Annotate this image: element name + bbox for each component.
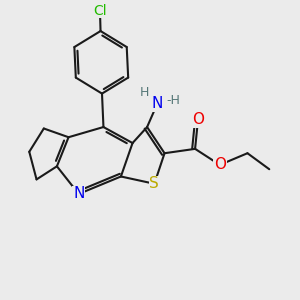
Text: O: O [192, 112, 204, 127]
Text: N: N [73, 186, 84, 201]
Text: N: N [152, 96, 163, 111]
Text: Cl: Cl [93, 4, 107, 18]
Text: O: O [214, 158, 226, 172]
Text: S: S [149, 176, 159, 191]
Text: -H: -H [166, 94, 180, 107]
Text: H: H [140, 85, 149, 99]
